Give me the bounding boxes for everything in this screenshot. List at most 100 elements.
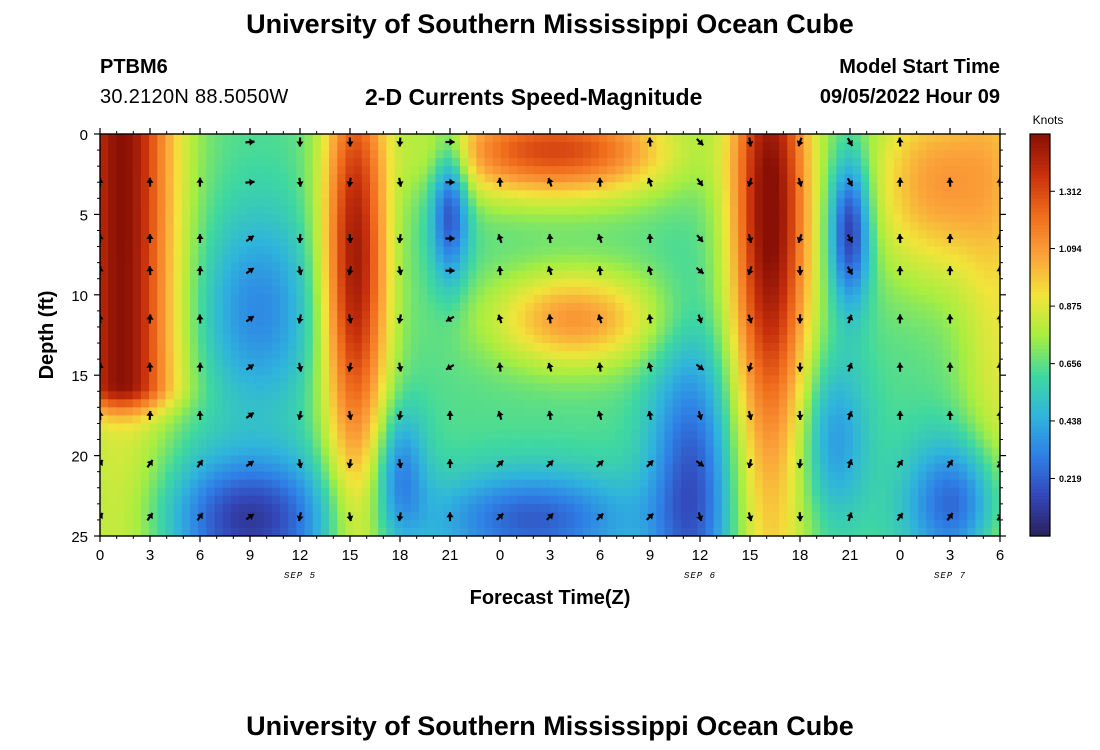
- heatmap-cell: [361, 230, 371, 240]
- heatmap-cell: [214, 190, 224, 199]
- heatmap-cell: [910, 206, 919, 215]
- heatmap-cell: [697, 423, 707, 433]
- heatmap-cell: [623, 150, 633, 159]
- heatmap-cell: [550, 447, 559, 457]
- heatmap-cell: [664, 399, 674, 408]
- heatmap-cell: [157, 471, 167, 481]
- heatmap-cell: [648, 158, 657, 167]
- heatmap-cell: [280, 294, 289, 304]
- heatmap-cell: [361, 423, 371, 433]
- heatmap-cell: [713, 166, 723, 175]
- heatmap-cell: [410, 447, 420, 457]
- heatmap-cell: [615, 326, 625, 336]
- heatmap-cell: [370, 463, 379, 473]
- heatmap-cell: [427, 351, 437, 360]
- heatmap-cell: [770, 222, 780, 232]
- heatmap-cell: [525, 230, 535, 240]
- heatmap-cell: [255, 318, 265, 328]
- heatmap-cell: [599, 423, 608, 433]
- heatmap-cell: [239, 479, 248, 489]
- heatmap-cell: [959, 270, 968, 280]
- heatmap-cell: [885, 326, 895, 336]
- heatmap-cell: [402, 455, 412, 465]
- heatmap-cell: [820, 447, 829, 457]
- heatmap-cell: [435, 383, 445, 392]
- heatmap-cell: [844, 142, 854, 151]
- heatmap-cell: [770, 198, 780, 207]
- heatmap-cell: [206, 198, 216, 207]
- heatmap-cell: [697, 142, 707, 151]
- heatmap-cell: [566, 375, 576, 384]
- heatmap-cell: [500, 134, 510, 143]
- heatmap-cell: [934, 174, 944, 183]
- heatmap-cell: [468, 222, 477, 232]
- heatmap-cell: [730, 310, 739, 320]
- heatmap-cell: [206, 383, 216, 392]
- heatmap-cell: [950, 190, 960, 199]
- heatmap-cell: [304, 166, 314, 175]
- heatmap-cell: [844, 423, 854, 433]
- heatmap-cell: [746, 383, 756, 392]
- heatmap-cell: [901, 310, 911, 320]
- heatmap-cell: [165, 182, 175, 191]
- heatmap-cell: [631, 471, 641, 481]
- heatmap-cell: [320, 471, 330, 481]
- heatmap-cell: [337, 326, 347, 336]
- heatmap-cell: [582, 182, 592, 191]
- heatmap-cell: [582, 455, 592, 465]
- heatmap-cell: [361, 415, 371, 425]
- heatmap-cell: [247, 190, 257, 199]
- heatmap-cell: [190, 206, 199, 215]
- heatmap-cell: [991, 471, 1000, 481]
- heatmap-cell: [247, 158, 257, 167]
- heatmap-cell: [738, 262, 747, 272]
- heatmap-cell: [312, 198, 322, 207]
- heatmap-cell: [877, 222, 887, 232]
- heatmap-cell: [926, 439, 936, 449]
- heatmap-cell: [860, 214, 870, 224]
- heatmap-cell: [271, 375, 281, 384]
- heatmap-cell: [484, 302, 494, 312]
- heatmap-cell: [975, 190, 985, 199]
- heatmap-cell: [582, 158, 592, 167]
- heatmap-cell: [762, 463, 772, 473]
- heatmap-cell: [116, 479, 126, 489]
- heatmap-cell: [811, 407, 821, 416]
- heatmap-cell: [950, 351, 960, 360]
- heatmap-cell: [975, 230, 985, 240]
- heatmap-cell: [918, 222, 927, 232]
- heatmap-cell: [198, 182, 207, 191]
- heatmap-cell: [680, 326, 690, 336]
- heatmap-cell: [394, 166, 404, 175]
- heatmap-cell: [345, 431, 355, 441]
- heatmap-cell: [492, 415, 502, 425]
- heatmap-cell: [525, 286, 535, 296]
- heatmap-cell: [738, 407, 747, 416]
- heatmap-cell: [672, 359, 682, 368]
- heatmap-cell: [770, 238, 780, 248]
- heatmap-cell: [558, 270, 567, 280]
- heatmap-cell: [730, 383, 739, 392]
- heatmap-cell: [672, 343, 682, 352]
- heatmap-cell: [697, 375, 707, 384]
- heatmap-cell: [451, 166, 461, 175]
- heatmap-cell: [181, 439, 191, 449]
- heatmap-cell: [754, 174, 764, 183]
- heatmap-cell: [541, 423, 551, 433]
- heatmap-cell: [574, 278, 584, 288]
- heatmap-cell: [149, 278, 158, 288]
- heatmap-cell: [460, 399, 469, 408]
- heatmap-cell: [607, 359, 617, 368]
- heatmap-cell: [640, 238, 649, 248]
- heatmap-cell: [410, 246, 420, 256]
- heatmap-cell: [623, 439, 633, 449]
- heatmap-cell: [893, 455, 903, 465]
- heatmap-cell: [640, 158, 649, 167]
- heatmap-cell: [836, 222, 846, 232]
- heatmap-cell: [100, 286, 109, 296]
- heatmap-cell: [590, 142, 600, 151]
- heatmap-cell: [721, 423, 731, 433]
- heatmap-cell: [590, 182, 600, 191]
- heatmap-cell: [590, 262, 600, 272]
- heatmap-cell: [271, 351, 281, 360]
